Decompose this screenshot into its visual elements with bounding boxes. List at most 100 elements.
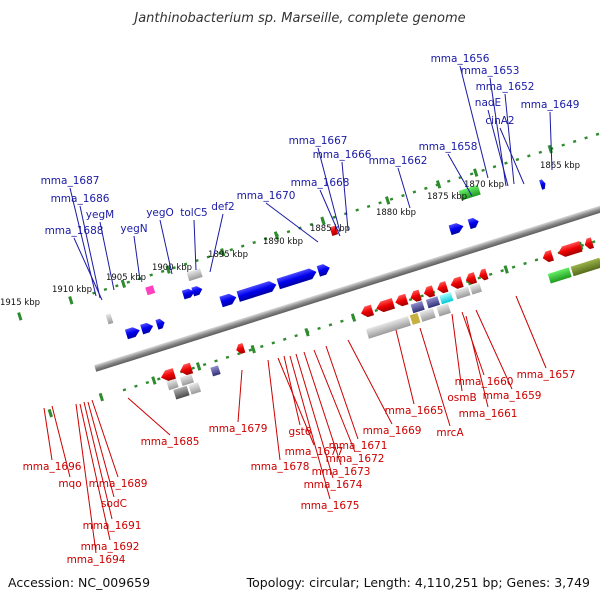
tick-dot [202, 362, 207, 367]
major-tick [120, 279, 127, 289]
gene-feature [166, 378, 179, 391]
forward-gene-label: mma_1662 [369, 155, 428, 167]
gene-feature [188, 382, 202, 395]
tick-dot [191, 366, 195, 370]
reverse-gene-label: sodC [101, 498, 127, 510]
forward-gene-label: mma_1687 [41, 175, 100, 187]
forward-connector [193, 219, 197, 271]
tick-dot [134, 384, 138, 388]
tick-dot [252, 240, 256, 245]
reverse-connector [91, 399, 119, 478]
reverse-connector [325, 345, 359, 440]
reverse-connector [475, 309, 513, 390]
reverse-gene-label: mma_1660 [455, 376, 514, 388]
forward-gene-label: mma_1656 [431, 53, 490, 65]
reverse-gene [160, 368, 176, 382]
major-tick [47, 408, 53, 418]
tick-dot [294, 334, 298, 338]
reverse-connector [277, 357, 315, 446]
major-tick [98, 392, 104, 402]
map-title: Janthinobacterium sp. Marseille, complet… [131, 11, 465, 26]
tick-dot [488, 272, 493, 276]
tick-dot [240, 244, 245, 248]
tick-dot [145, 380, 150, 385]
reverse-gene [423, 285, 436, 298]
major-tick [320, 216, 326, 226]
tick-dot [534, 258, 539, 262]
tick-dot [374, 308, 379, 313]
forward-gene [539, 179, 546, 190]
reverse-gene-label: mma_1679 [209, 423, 268, 435]
tick-label: 1915 kbp [0, 298, 40, 308]
forward-gene [140, 322, 154, 335]
tick-dot [401, 193, 405, 198]
tick-label: 1885 kbp [310, 224, 350, 234]
forward-gene-label: mma_1670 [237, 190, 296, 202]
tick-dot [420, 294, 424, 298]
reverse-connector [419, 327, 451, 427]
gene-feature [419, 308, 436, 322]
tick-dot [584, 136, 588, 140]
forward-gene [155, 318, 165, 330]
major-tick [503, 265, 509, 274]
tick-dot [446, 179, 451, 183]
gene-feature [329, 225, 339, 236]
tick-dot [408, 297, 413, 302]
tick-dot [538, 150, 543, 154]
reverse-connector [51, 405, 71, 478]
reverse-connector [289, 355, 331, 500]
tick-label: 1900 kbp [152, 263, 192, 273]
tick-dot [260, 344, 264, 349]
tick-dot [218, 251, 222, 255]
forward-gene-label: cinA2 [485, 115, 514, 127]
tick-dot [282, 337, 287, 341]
map-layer [17, 132, 600, 418]
tick-dot [504, 161, 508, 165]
major-tick [250, 344, 256, 354]
reverse-gene [584, 237, 595, 250]
tick-label: 1870 kbp [464, 180, 504, 190]
reverse-connector [79, 403, 111, 541]
reverse-connector [515, 295, 547, 369]
reverse-connector [295, 353, 334, 479]
reverse-gene-label: mma_1694 [67, 554, 126, 566]
gene-feature [179, 373, 194, 386]
reverse-gene-label: gst6 [289, 426, 312, 438]
reverse-connector [87, 401, 115, 498]
tick-dot [103, 287, 108, 292]
major-tick [195, 362, 202, 371]
reverse-gene-label: mma_1675 [301, 500, 360, 512]
tick-dot [206, 255, 211, 259]
forward-connector [99, 221, 115, 291]
tick-dot [263, 237, 268, 241]
forward-gene [219, 293, 237, 308]
genome-backbone [94, 154, 600, 372]
tick-dot [469, 172, 474, 176]
reverse-gene-label: mqo [58, 478, 81, 490]
forward-gene-label: mma_1649 [521, 99, 580, 111]
reverse-gene [558, 240, 583, 257]
tick-dot [477, 276, 482, 280]
forward-gene-label: mma_1653 [461, 65, 520, 77]
forward-gene [316, 264, 330, 277]
gene-feature [425, 296, 441, 309]
forward-gene-label: yegM [86, 209, 114, 221]
forward-connector [341, 161, 349, 231]
tick-dot [366, 204, 371, 209]
tick-dot [492, 165, 497, 169]
reverse-gene-label: mma_1661 [459, 408, 518, 420]
major-tick [151, 376, 157, 385]
forward-connector [133, 235, 141, 281]
forward-gene-label: mma_1686 [51, 193, 110, 205]
forward-connector [73, 237, 103, 301]
reverse-gene-label: mma_1673 [312, 466, 371, 478]
tick-dot [378, 201, 382, 205]
forward-gene [181, 288, 195, 300]
forward-gene [467, 217, 479, 230]
tick-dot [328, 323, 333, 327]
tick-dot [511, 265, 516, 269]
reverse-gene-label: mma_1671 [329, 440, 388, 452]
tick-dot [591, 240, 596, 244]
forward-connector [499, 127, 525, 185]
topology-text: Topology: circular; Length: 4,110,251 bp… [246, 575, 590, 590]
